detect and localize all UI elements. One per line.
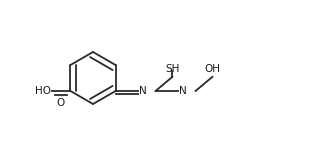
Text: SH: SH: [165, 64, 180, 74]
Text: O: O: [56, 98, 65, 108]
Text: OH: OH: [204, 64, 220, 74]
Text: N: N: [179, 86, 186, 96]
Text: N: N: [139, 86, 146, 96]
Text: HO: HO: [36, 86, 51, 95]
